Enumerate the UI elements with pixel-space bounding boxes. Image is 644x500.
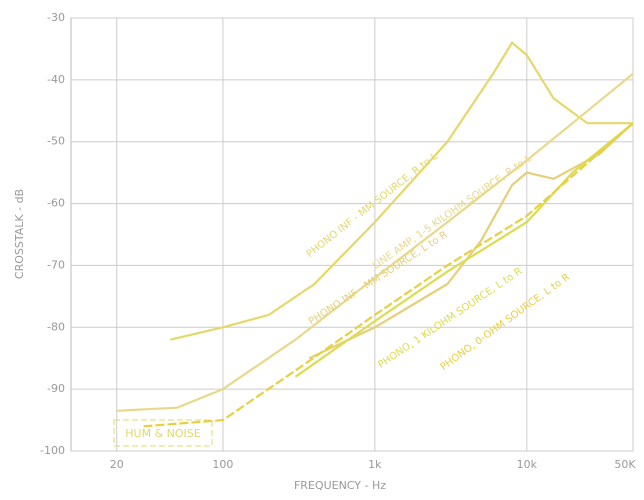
x-tick-label: 10k <box>517 458 538 471</box>
y-tick-label: -40 <box>47 73 65 86</box>
annotation-box <box>113 419 213 447</box>
y-tick-label: -100 <box>40 444 65 457</box>
series-line <box>143 122 634 428</box>
annotation: HUM & NOISE <box>125 427 200 440</box>
y-tick-label: -90 <box>47 382 65 395</box>
x-tick-label: 20 <box>110 458 124 471</box>
y-tick-label: -50 <box>47 135 65 148</box>
x-tick-label: 50K <box>614 458 636 471</box>
x-tick-label: 100 <box>212 458 233 471</box>
y-tick-label: -70 <box>47 258 65 271</box>
y-axis-title: CROSSTALK - dB <box>13 189 26 279</box>
y-tick-label: -80 <box>47 320 65 333</box>
series-line <box>169 41 633 341</box>
series-line <box>294 122 634 378</box>
y-tick-label: -60 <box>47 197 65 210</box>
x-tick-label: 1k <box>368 458 382 471</box>
series-line <box>116 72 634 412</box>
series-label: LINE AMP, 1-5 KILOHM SOURCE, R to L <box>371 153 534 272</box>
x-axis-title: FREQUENCY - Hz <box>294 479 386 492</box>
y-tick-label: -30 <box>47 11 65 24</box>
plot-frame <box>70 17 634 452</box>
